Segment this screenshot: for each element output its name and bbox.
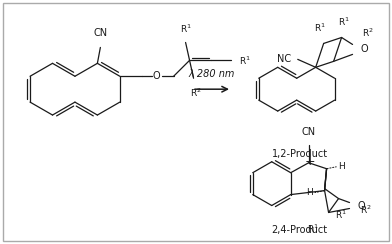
Text: R$^1$: R$^1$ (180, 22, 192, 34)
Text: R$^1$: R$^1$ (338, 15, 350, 28)
Text: R$^1$: R$^1$ (314, 21, 326, 33)
Text: O: O (153, 71, 160, 81)
Text: R$^2$: R$^2$ (361, 203, 372, 216)
Text: O: O (358, 201, 365, 211)
Text: R$^2$: R$^2$ (361, 26, 373, 39)
Text: NC: NC (277, 54, 291, 64)
Text: R$^1$: R$^1$ (240, 54, 251, 67)
Text: R$^1$: R$^1$ (307, 223, 319, 235)
Text: CN: CN (93, 29, 107, 39)
Text: λ 280 nm: λ 280 nm (189, 69, 235, 79)
Text: +: + (304, 155, 315, 168)
Text: CN: CN (301, 127, 316, 137)
Text: H: H (339, 162, 345, 171)
Text: 1,2-Product: 1,2-Product (272, 149, 328, 159)
Text: O: O (361, 44, 368, 54)
Text: 2,4-Product: 2,4-Product (272, 225, 328, 235)
Text: R$^1$: R$^1$ (335, 209, 347, 221)
Text: R$^2$: R$^2$ (190, 86, 201, 99)
Text: H: H (306, 188, 313, 197)
